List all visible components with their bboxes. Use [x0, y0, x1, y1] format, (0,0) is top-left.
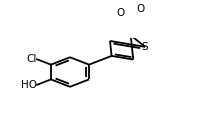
Text: O: O	[116, 8, 125, 18]
Text: O: O	[136, 4, 145, 14]
Text: HO: HO	[21, 80, 37, 90]
Text: S: S	[142, 42, 148, 52]
Text: Cl: Cl	[27, 54, 37, 64]
